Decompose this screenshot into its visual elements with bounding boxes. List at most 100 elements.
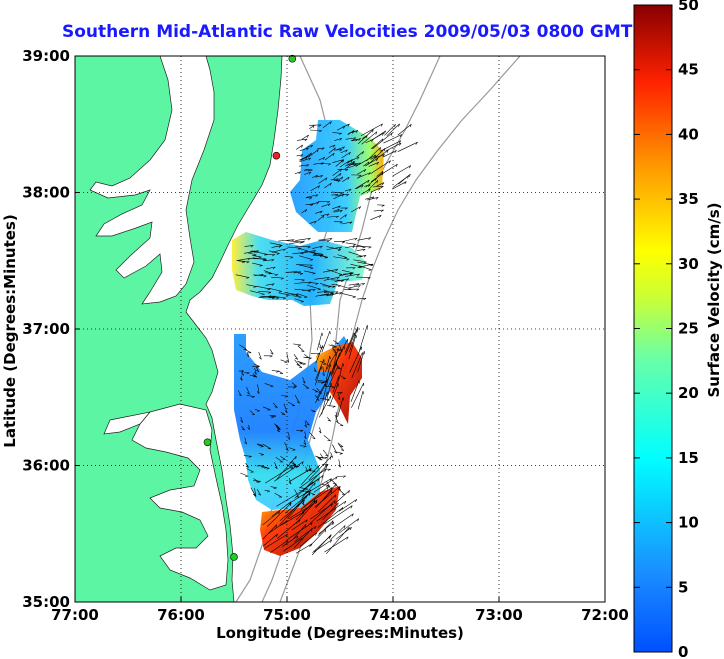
velocity-arrow-head (334, 451, 337, 454)
velocity-arrow-head (290, 256, 294, 259)
velocity-arrow (295, 144, 303, 150)
velocity-arrow-head (359, 256, 363, 258)
velocity-arrow (338, 444, 345, 451)
velocity-arrow-head (314, 220, 317, 224)
velocity-arrow-head (357, 156, 360, 160)
velocity-arrow (324, 182, 332, 189)
velocity-arrow-head (314, 482, 316, 486)
velocity-arrow (341, 221, 353, 225)
velocity-arrow (337, 194, 349, 196)
velocity-arrow (328, 365, 339, 387)
velocity-arrow-head (247, 258, 251, 261)
velocity-arrow-head (266, 490, 271, 493)
velocity-arrow-head (309, 489, 312, 493)
velocity-arrow (246, 351, 250, 357)
velocity-arrow (338, 499, 357, 512)
velocity-arrow (337, 254, 347, 258)
velocity-arrow-head (372, 129, 374, 133)
velocity-arrow (386, 123, 400, 137)
velocity-arrow (258, 453, 264, 455)
velocity-arrow-head (329, 182, 332, 186)
velocity-arrow (256, 285, 271, 290)
velocity-arrow-head (303, 436, 307, 440)
station-marker (288, 54, 297, 63)
velocity-arrow-head (296, 466, 300, 468)
velocity-arrow (272, 402, 278, 408)
velocity-arrow (329, 144, 336, 148)
y-axis-label: Latitude (Degrees:Minutes) (1, 214, 19, 448)
velocity-arrow-head (294, 357, 298, 360)
velocity-arrow (340, 149, 348, 154)
velocity-arrow-head (298, 519, 301, 523)
velocity-arrow (365, 196, 375, 200)
velocity-arrow-head (309, 264, 313, 267)
velocity-arrow (316, 332, 323, 351)
velocity-arrow (337, 397, 344, 418)
velocity-arrow (353, 259, 367, 263)
velocity-arrow (316, 253, 328, 258)
velocity-arrow-head (354, 237, 358, 241)
velocity-arrow (344, 326, 359, 356)
velocity-arrow-head (380, 123, 383, 127)
colorbar-tick-label: 10 (678, 514, 699, 532)
velocity-arrow-head (246, 261, 250, 264)
velocity-arrow-head (346, 194, 349, 197)
velocity-arrow-head (275, 524, 277, 528)
velocity-arrow-head (256, 369, 259, 373)
velocity-arrow (336, 125, 346, 131)
velocity-arrow-head (306, 147, 309, 151)
velocity-arrow-head (378, 187, 381, 191)
velocity-arrow (345, 242, 356, 245)
velocity-arrow (309, 124, 315, 129)
velocity-arrow-head (321, 332, 323, 336)
velocity-arrow-head (326, 391, 329, 395)
velocity-arrow-head (261, 293, 265, 296)
velocity-arrow-head (322, 215, 325, 219)
velocity-arrow (357, 351, 365, 373)
velocity-arrow (258, 351, 262, 360)
velocity-arrow-head (339, 392, 343, 395)
velocity-arrow-head (339, 138, 343, 141)
velocity-arrow-head (333, 351, 337, 354)
velocity-arrow-head (276, 533, 278, 537)
velocity-arrow-head (246, 354, 250, 357)
velocity-arrow (332, 159, 344, 164)
velocity-arrow-head (352, 244, 356, 246)
velocity-arrow (373, 185, 384, 188)
velocity-arrow-head (330, 371, 332, 375)
velocity-arrow (341, 270, 354, 274)
velocity-arrow-head (386, 149, 389, 153)
velocity-arrow (300, 486, 329, 510)
velocity-arrow (271, 415, 277, 417)
velocity-arrow-head (296, 364, 300, 366)
velocity-arrow-head (305, 156, 308, 160)
velocity-arrow-head (325, 177, 328, 181)
velocity-arrow (360, 123, 383, 136)
velocity-arrow (326, 417, 331, 422)
velocity-arrow (268, 520, 288, 534)
colorbar-tick-label: 35 (678, 190, 699, 208)
velocity-arrow-head (357, 518, 360, 522)
velocity-arrow-head (318, 130, 322, 133)
velocity-arrow-head (340, 449, 344, 452)
velocity-arrow (299, 157, 311, 163)
velocity-arrow (309, 529, 327, 547)
velocity-arrow (246, 284, 257, 287)
velocity-arrow-head (324, 529, 327, 533)
velocity-arrow (345, 273, 360, 277)
velocity-arrow-head (407, 175, 409, 179)
velocity-arrow-head (342, 159, 345, 163)
velocity-arrow-head (306, 164, 309, 167)
velocity-arrow-head (379, 215, 382, 218)
velocity-arrow (282, 535, 299, 547)
velocity-arrow-head (258, 493, 261, 496)
velocity-arrow (320, 398, 330, 401)
velocity-arrow (246, 387, 250, 395)
velocity-arrow (348, 334, 357, 360)
velocity-arrow-head (305, 209, 307, 213)
velocity-arrow-head (334, 147, 336, 151)
velocity-arrow (330, 178, 339, 181)
radar-stations (203, 54, 297, 561)
velocity-arrow (309, 220, 317, 224)
velocity-arrow (336, 475, 346, 478)
